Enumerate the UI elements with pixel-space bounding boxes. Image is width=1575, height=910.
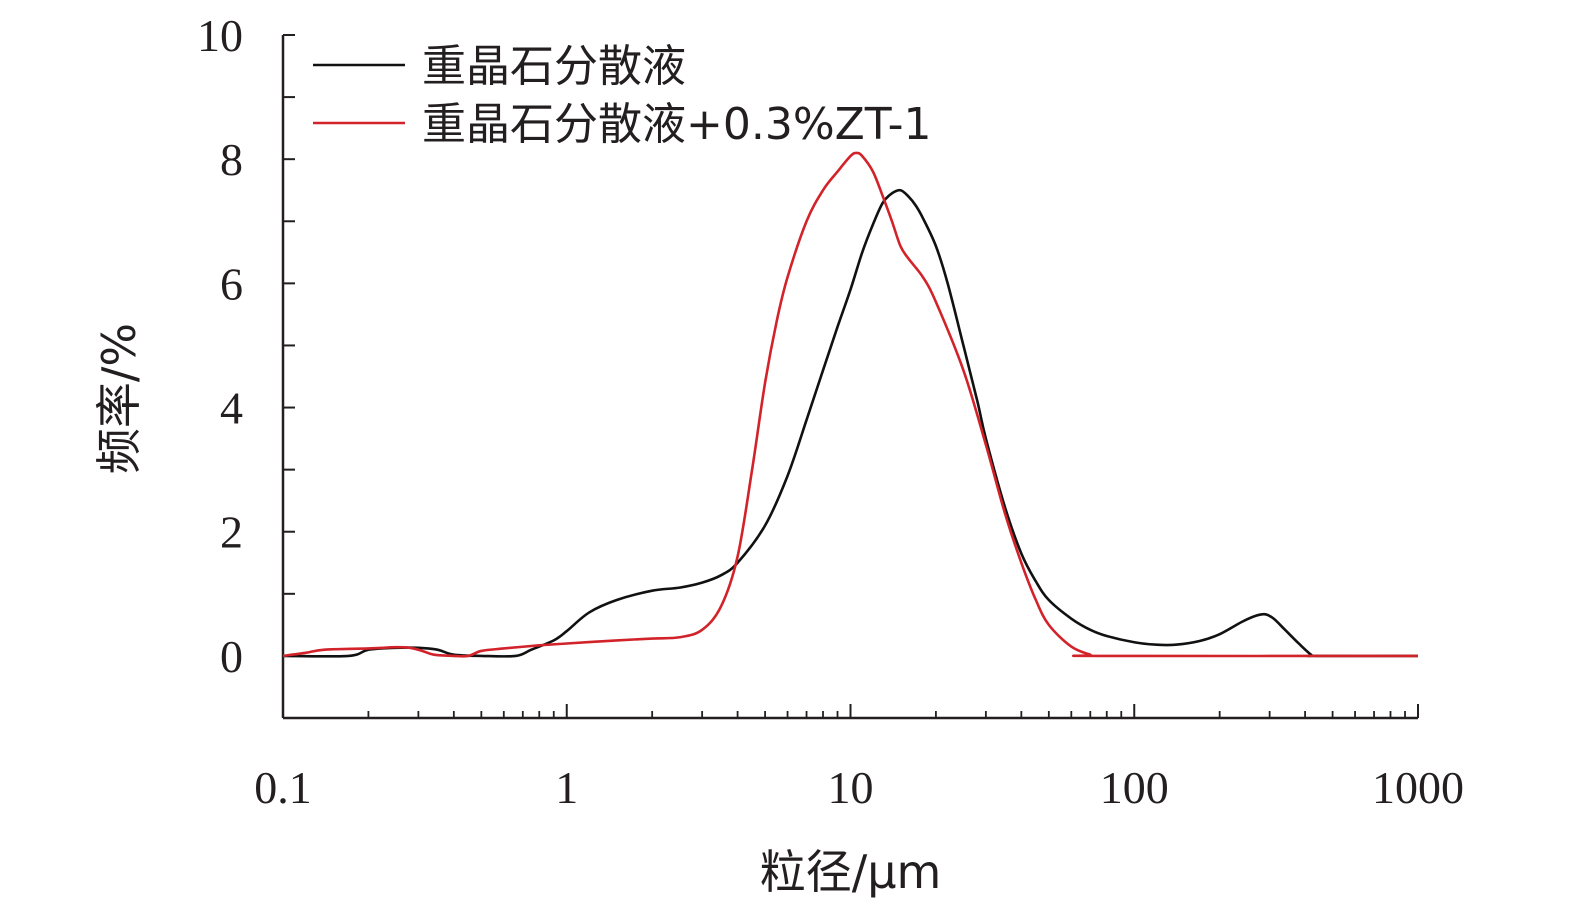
x-tick-label: 1000 [1372, 762, 1464, 813]
legend-label-series-1: 重晶石分散液 [422, 41, 686, 92]
x-tick-label: 0.1 [254, 762, 312, 813]
y-tick-label: 4 [220, 383, 243, 434]
y-tick-label: 6 [220, 258, 243, 309]
x-tick-label: 100 [1100, 762, 1169, 813]
legend-label-series-2: 重晶石分散液+0.3%ZT-1 [422, 99, 932, 150]
x-tick-label: 1 [555, 762, 578, 813]
legend-entry-series-1: 重晶石分散液 [313, 41, 686, 92]
x-axis-ticks: 0.1 1 10 100 1000 [254, 704, 1464, 813]
y-tick-label: 2 [220, 507, 243, 558]
y-axis-title: 频率/% [92, 323, 146, 474]
x-axis-title: 粒径/μm [760, 845, 942, 899]
legend: 重晶石分散液 重晶石分散液+0.3%ZT-1 [313, 41, 932, 150]
y-axis-ticks: 0 2 4 6 8 10 [197, 10, 295, 719]
series-layer [282, 151, 1419, 658]
x-tick-label: 10 [828, 762, 874, 813]
y-tick-label: 0 [220, 631, 243, 682]
y-tick-label: 8 [220, 134, 243, 185]
legend-entry-series-2: 重晶石分散液+0.3%ZT-1 [313, 99, 932, 150]
series-line-1 [282, 188, 1419, 658]
series-line-2 [282, 151, 1419, 658]
y-tick-label: 10 [197, 10, 243, 61]
plot-area: 0.1 1 10 100 1000 0 2 4 6 8 10 [197, 10, 1464, 813]
